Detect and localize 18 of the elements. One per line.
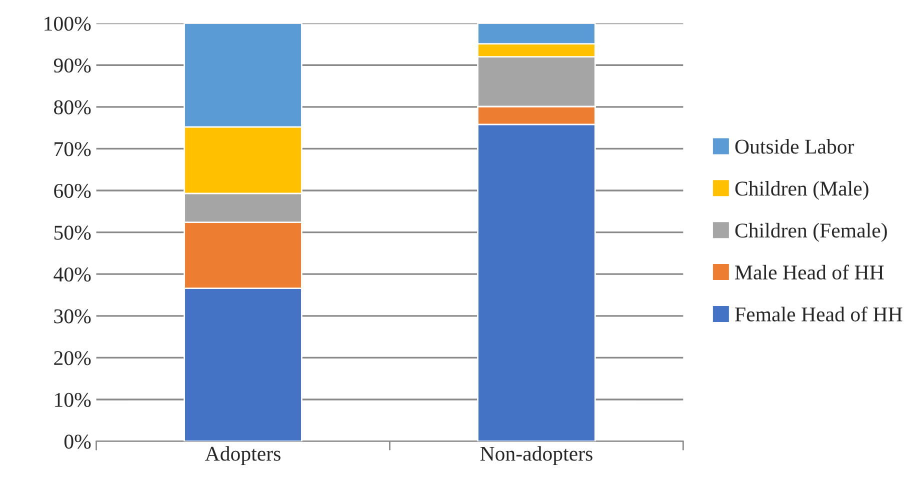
legend-label: Outside Labor bbox=[735, 139, 854, 154]
legend-label: Children (Female) bbox=[735, 222, 887, 242]
y-tick-label: 40% bbox=[54, 267, 91, 282]
x-tick-label: Adopters bbox=[205, 446, 280, 466]
y-tick-label: 0% bbox=[64, 434, 91, 449]
y-tick-label: 60% bbox=[54, 184, 91, 198]
y-tick-label: 70% bbox=[54, 142, 91, 156]
y-tick-label: 10% bbox=[55, 392, 91, 407]
legend-label: Female Head of HH bbox=[735, 306, 902, 322]
y-tick-label: 20% bbox=[54, 351, 91, 366]
legend-label: Children (Male) bbox=[735, 180, 868, 200]
y-tick-label: 100% bbox=[44, 16, 91, 31]
y-tick-label: 80% bbox=[54, 100, 91, 114]
y-tick-label: 30% bbox=[54, 309, 91, 324]
legend-label: Male Head of HH bbox=[735, 264, 884, 280]
x-tick-label: Non-adopters bbox=[480, 446, 592, 466]
y-tick-label: 50% bbox=[54, 226, 91, 240]
y-tick-label: 90% bbox=[54, 58, 91, 73]
